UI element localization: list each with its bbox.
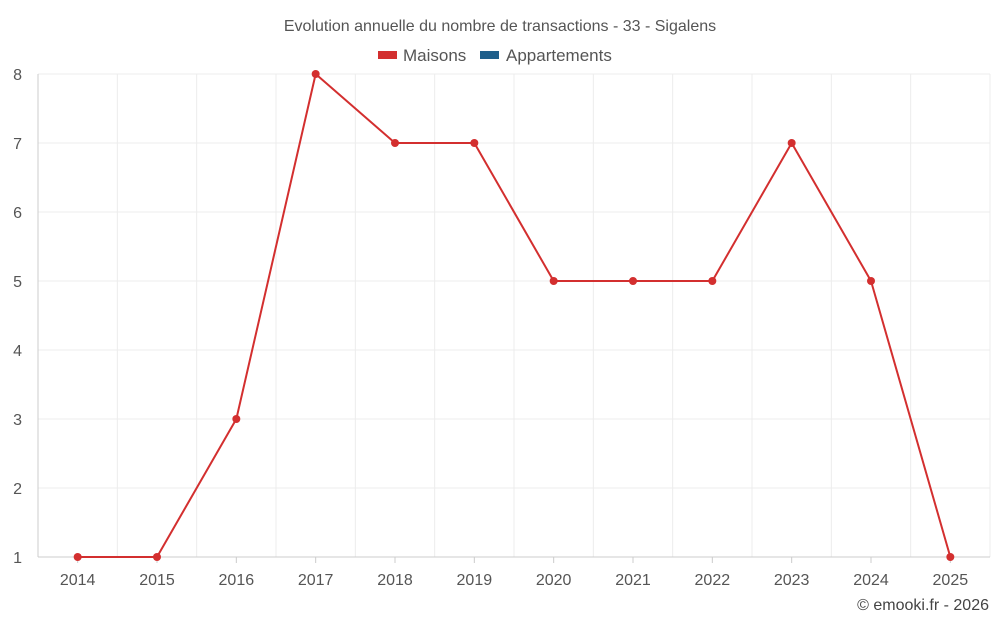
y-tick-label: 3 <box>13 412 22 429</box>
y-tick-label: 8 <box>13 67 22 84</box>
legend-label-appartements[interactable]: Appartements <box>506 46 612 65</box>
y-tick-label: 6 <box>13 205 22 222</box>
data-point[interactable] <box>867 277 875 285</box>
x-tick-label: 2017 <box>298 572 334 589</box>
x-tick-label: 2019 <box>457 572 493 589</box>
legend-swatch-appartements[interactable] <box>480 51 499 59</box>
x-tick-label: 2016 <box>219 572 255 589</box>
chart-title: Evolution annuelle du nombre de transact… <box>284 18 716 35</box>
x-tick-label: 2014 <box>60 572 96 589</box>
y-tick-label: 4 <box>13 343 22 360</box>
data-point[interactable] <box>708 277 717 285</box>
x-tick-label: 2021 <box>615 572 651 589</box>
data-point[interactable] <box>549 277 558 285</box>
x-tick-label: 2020 <box>536 572 572 589</box>
data-point[interactable] <box>391 139 399 147</box>
data-point[interactable] <box>946 553 955 561</box>
axes <box>37 74 990 558</box>
y-tick-label: 5 <box>13 274 22 291</box>
data-point[interactable] <box>787 139 796 147</box>
legend-label-maisons[interactable]: Maisons <box>403 46 466 65</box>
x-axis-ticks: 2014 2015 2016 2017 2018 2019 2020 2021 2022 2023… <box>60 557 968 589</box>
gridlines <box>37 73 991 557</box>
series-maisons <box>73 70 955 561</box>
y-tick-label: 1 <box>13 550 22 567</box>
x-tick-label: 2023 <box>774 572 810 589</box>
data-point[interactable] <box>232 415 241 423</box>
x-tick-label: 2024 <box>853 572 889 589</box>
data-point[interactable] <box>153 553 161 561</box>
y-tick-label: 2 <box>13 481 22 498</box>
y-axis-ticks: 1 2 3 4 5 6 7 8 <box>13 67 22 567</box>
data-point[interactable] <box>73 553 82 561</box>
x-tick-label: 2015 <box>139 572 175 589</box>
x-tick-label: 2025 <box>933 572 969 589</box>
credit-text: © emooki.fr - 2026 <box>857 597 989 614</box>
data-point[interactable] <box>311 70 320 78</box>
legend: Maisons Appartements <box>378 46 612 65</box>
x-tick-label: 2022 <box>695 572 731 589</box>
legend-swatch-maisons[interactable] <box>378 51 397 59</box>
y-tick-label: 7 <box>13 136 22 153</box>
series-line-maisons[interactable] <box>77 73 952 558</box>
x-tick-label: 2018 <box>377 572 413 589</box>
data-point[interactable] <box>470 139 479 147</box>
data-point[interactable] <box>629 277 637 285</box>
